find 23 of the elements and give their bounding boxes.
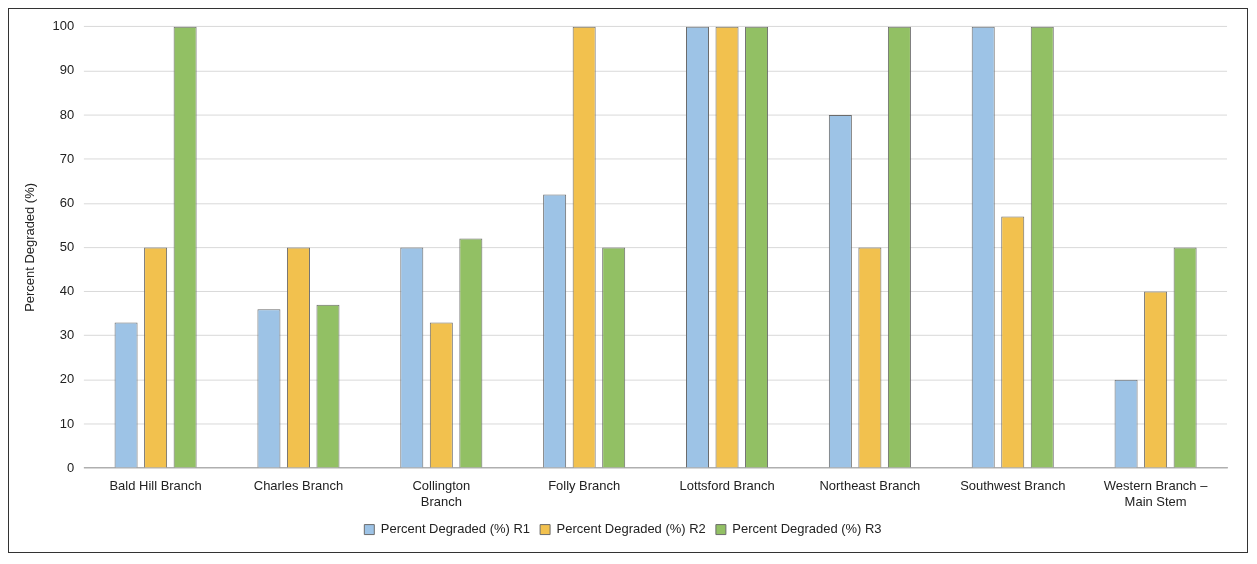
y-tick-label: 10 — [59, 415, 75, 431]
y-tick-label: 20 — [59, 371, 75, 387]
x-tick-label: Western Branch – Main Stem — [1103, 478, 1209, 509]
y-tick-label: 40 — [59, 283, 75, 299]
x-tick-label: Lottsford Branch — [679, 478, 775, 494]
x-tick-label: Folly Branch — [548, 478, 621, 494]
x-tick-label: Bald Hill Branch — [109, 478, 202, 494]
legend-label: Percent Degraded (%) R3 — [732, 521, 882, 537]
x-tick-label: Collington Branch — [412, 478, 471, 509]
x-tick-label: Northeast Branch — [819, 478, 921, 494]
y-axis-title: Percent Degraded (%) — [22, 183, 38, 312]
x-tick-label: Charles Branch — [253, 478, 344, 494]
legend-label: Percent Degraded (%) R1 — [380, 521, 530, 537]
y-tick-label: 50 — [59, 239, 75, 254]
y-tick-label: 100 — [52, 18, 75, 34]
y-tick-label: 70 — [59, 150, 75, 166]
y-tick-label: 80 — [59, 106, 75, 122]
x-tick-label: Southwest Branch — [960, 478, 1066, 494]
y-tick-label: 60 — [59, 194, 75, 210]
legend-label: Percent Degraded (%) R2 — [556, 521, 706, 537]
y-tick-label: 90 — [59, 62, 75, 78]
y-tick-label: 0 — [66, 459, 75, 475]
y-tick-label: 30 — [59, 327, 75, 343]
